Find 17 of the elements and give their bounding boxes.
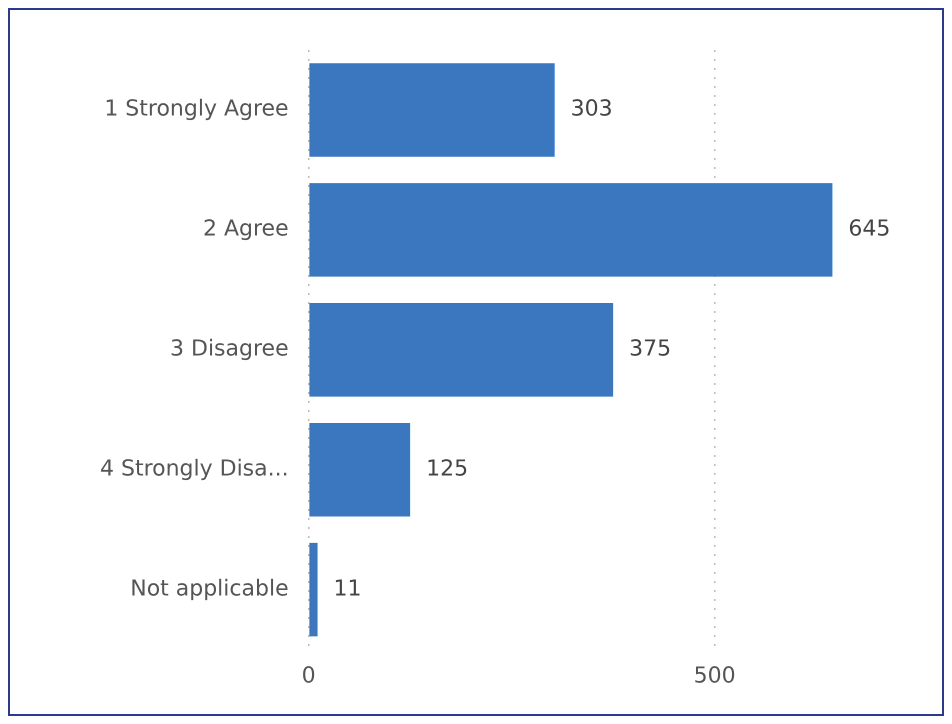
x-tick-label: 0 bbox=[302, 664, 316, 689]
bar bbox=[309, 542, 318, 636]
y-tick-label: 3 Disagree bbox=[170, 336, 289, 362]
bar bbox=[309, 63, 555, 157]
bar bbox=[309, 303, 614, 397]
data-label: 11 bbox=[334, 576, 362, 602]
bar bbox=[309, 183, 832, 277]
y-tick-label: 4 Strongly Disa... bbox=[100, 456, 289, 482]
data-label: 645 bbox=[848, 216, 890, 242]
y-tick-label: Not applicable bbox=[130, 576, 289, 602]
y-tick-label: 2 Agree bbox=[202, 216, 289, 242]
data-label: 375 bbox=[629, 336, 672, 362]
y-tick-label: 1 Strongly Agree bbox=[104, 96, 289, 122]
data-label: 125 bbox=[426, 456, 468, 482]
x-tick-label: 500 bbox=[694, 664, 736, 689]
data-label: 303 bbox=[570, 96, 613, 122]
bar bbox=[309, 422, 410, 516]
